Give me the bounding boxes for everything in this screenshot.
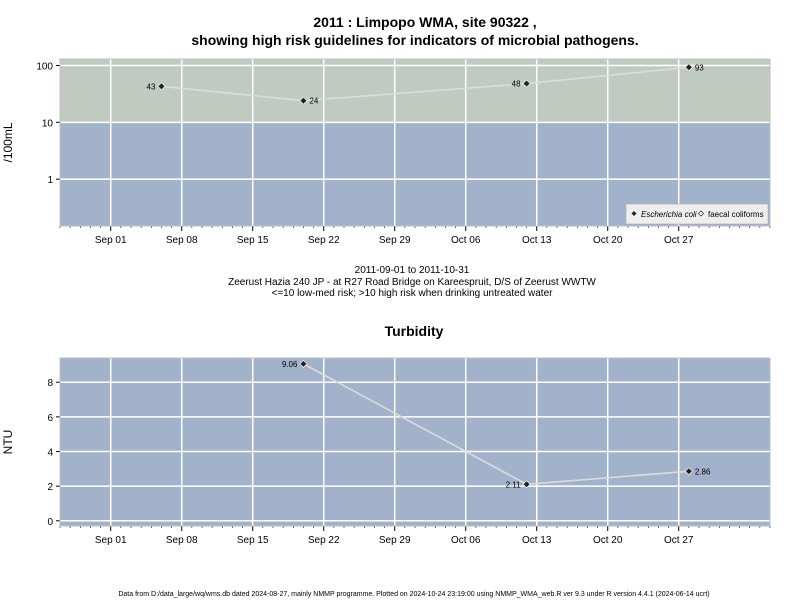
x-tick-label: Sep 15 bbox=[237, 535, 269, 546]
legend-label-faecal: faecal coliforms bbox=[708, 210, 764, 219]
data-label: 2.86 bbox=[695, 467, 711, 476]
legend: Escherichia coli faecal coliforms bbox=[625, 203, 769, 225]
plot-frame bbox=[59, 357, 771, 527]
risk-note-caption: <=10 low-med risk; >10 high risk when dr… bbox=[272, 288, 554, 299]
legend-marker-open bbox=[698, 210, 704, 217]
data-label: 93 bbox=[695, 63, 704, 72]
data-point bbox=[299, 359, 308, 368]
date-range-caption: 2011-09-01 to 2011-10-31 bbox=[355, 265, 470, 276]
legend-marker-filled bbox=[631, 211, 637, 216]
x-tick-label: Sep 01 bbox=[95, 535, 127, 546]
x-tick-label: Oct 06 bbox=[451, 235, 481, 246]
y-tick-label: 8 bbox=[47, 378, 53, 389]
y-tick-label: 6 bbox=[47, 413, 53, 424]
x-tick-label: Sep 08 bbox=[166, 235, 198, 246]
ecoli-panel: Sep 01 Sep 08 Sep 15 Sep 22 Sep 29 Oct 06 Oct … bbox=[1, 58, 771, 246]
plot-frame bbox=[59, 58, 771, 227]
x-tick-label: Oct 27 bbox=[664, 535, 694, 546]
data-label: 9.06 bbox=[282, 360, 298, 369]
y-tick-label: 2 bbox=[47, 482, 53, 493]
legend-box bbox=[625, 203, 769, 225]
data-label: 48 bbox=[512, 80, 521, 89]
legend-label-ecoli: Escherichia coli bbox=[641, 210, 697, 219]
data-label: 43 bbox=[147, 82, 156, 91]
x-tick-label: Oct 27 bbox=[664, 235, 694, 246]
series-line bbox=[161, 66, 689, 102]
chart-title-line2: showing high risk guidelines for indicat… bbox=[191, 32, 638, 48]
y-tick-label: 0 bbox=[47, 517, 53, 528]
x-tick-label: Sep 08 bbox=[166, 535, 198, 546]
y-tick-label: 100 bbox=[36, 61, 53, 72]
x-tick-label: Oct 13 bbox=[522, 535, 552, 546]
turbidity-panel: Sep 01 Sep 08 Sep 15 Sep 22 Sep 29 Oct 06 Oct … bbox=[1, 357, 771, 546]
site-description-caption: Zeerust Hazia 240 JP - at R27 Road Bridg… bbox=[228, 277, 596, 288]
data-point bbox=[157, 82, 166, 91]
x-tick-label: Sep 29 bbox=[379, 235, 411, 246]
x-tick-label: Oct 20 bbox=[593, 235, 623, 246]
y-tick-label: 4 bbox=[47, 448, 53, 459]
data-label: 2.11 bbox=[506, 480, 522, 489]
footer-note: Data from D:/data_large/wq/wms.db dated … bbox=[118, 591, 709, 598]
x-tick-label: Sep 22 bbox=[308, 235, 340, 246]
plot-background bbox=[60, 358, 770, 526]
x-tick-label: Sep 22 bbox=[308, 535, 340, 546]
data-label: 24 bbox=[309, 97, 318, 106]
data-point bbox=[684, 467, 693, 476]
y-axis-label: /100mL bbox=[1, 122, 15, 162]
data-point bbox=[299, 96, 308, 105]
x-tick-label: Oct 13 bbox=[522, 235, 552, 246]
x-tick-label: Sep 01 bbox=[95, 235, 127, 246]
y-axis-label: NTU bbox=[1, 430, 15, 455]
data-point bbox=[684, 63, 693, 72]
x-tick-label: Sep 15 bbox=[237, 235, 269, 246]
chart-title-line1: 2011 : Limpopo WMA, site 90322 , bbox=[313, 14, 536, 30]
x-tick-label: Sep 29 bbox=[379, 535, 411, 546]
x-tick-label: Oct 20 bbox=[593, 535, 623, 546]
turbidity-title: Turbidity bbox=[385, 323, 444, 339]
data-point bbox=[522, 480, 531, 489]
x-tick-label: Oct 06 bbox=[451, 535, 481, 546]
data-point bbox=[522, 79, 531, 88]
high-risk-band bbox=[60, 59, 770, 123]
y-tick-label: 10 bbox=[42, 118, 54, 129]
y-tick-label: 1 bbox=[47, 175, 53, 186]
